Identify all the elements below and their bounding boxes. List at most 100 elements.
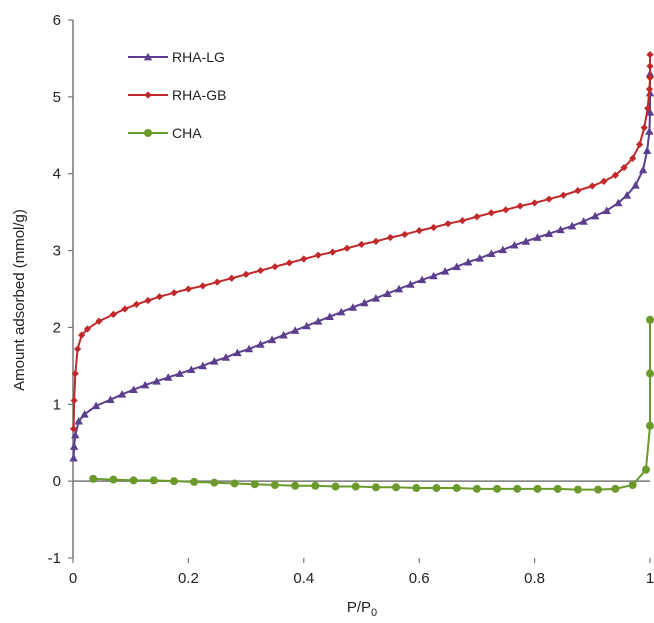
data-point-rha-lg: [129, 385, 138, 394]
data-point-cha: [452, 484, 461, 493]
data-point-rha-gb: [559, 191, 568, 199]
data-point-cha: [392, 483, 401, 492]
data-point-rha-lg: [579, 217, 588, 225]
data-point-rha-gb: [644, 104, 652, 112]
legend-item-rha-lg: RHA-LG: [128, 49, 225, 65]
y-tick-label: -1: [48, 550, 61, 567]
data-point-rha-gb: [502, 206, 510, 214]
data-point-rha-lg: [638, 165, 648, 174]
data-point-rha-gb: [144, 296, 152, 305]
data-point-cha: [513, 484, 522, 493]
data-point-rha-gb: [343, 244, 351, 252]
data-point-cha: [371, 483, 380, 492]
y-tick-label: 6: [53, 12, 61, 29]
series-cha: [89, 315, 654, 494]
data-point-rha-gb: [314, 251, 322, 259]
data-point-rha-lg: [210, 357, 219, 365]
data-point-rha-gb: [132, 300, 141, 308]
data-point-rha-lg: [622, 191, 632, 199]
data-point-rha-lg: [645, 127, 654, 135]
y-tick-label: 1: [53, 396, 61, 413]
data-point-rha-lg: [256, 340, 265, 348]
data-point-rha-gb: [78, 331, 86, 339]
series-layer: [69, 50, 654, 494]
legend-label: CHA: [172, 125, 202, 141]
data-point-rha-lg: [74, 416, 83, 425]
data-point-rha-lg: [371, 294, 381, 302]
data-point-cha: [149, 476, 158, 485]
data-point-rha-lg: [544, 229, 554, 238]
legend-item-cha: CHA: [128, 125, 202, 141]
data-point-cha: [129, 476, 138, 485]
legend-marker: [143, 52, 153, 61]
data-point-cha: [412, 484, 421, 493]
data-point-rha-lg: [221, 353, 231, 361]
data-point-rha-lg: [314, 317, 323, 325]
data-point-rha-lg: [567, 221, 577, 230]
data-point-rha-gb: [271, 263, 279, 271]
data-point-rha-gb: [184, 285, 192, 293]
data-point-rha-gb: [95, 317, 103, 325]
data-point-rha-gb: [487, 209, 495, 217]
data-point-cha: [646, 369, 654, 378]
legend: RHA-LG RHA-GB CHA: [128, 49, 226, 141]
data-point-rha-lg: [360, 298, 369, 307]
data-point-rha-gb: [645, 85, 654, 93]
data-point-cha: [641, 465, 650, 474]
data-point-cha: [109, 475, 118, 484]
series-line-cha: [93, 319, 651, 491]
data-point-rha-lg: [164, 373, 173, 381]
series-rha-lg: [69, 69, 654, 462]
data-point-rha-gb: [640, 124, 648, 132]
axes: [72, 20, 650, 558]
data-point-rha-lg: [106, 395, 115, 404]
data-point-rha-gb: [458, 216, 467, 225]
data-point-rha-gb: [109, 310, 117, 318]
data-point-rha-gb: [531, 199, 539, 207]
data-point-rha-gb: [516, 202, 524, 210]
data-point-rha-lg: [602, 206, 611, 214]
x-ticks: 0 0.2 0.4 0.6 0.8 1: [69, 558, 654, 587]
data-point-rha-lg: [267, 335, 277, 344]
data-point-rha-lg: [337, 307, 346, 316]
data-point-rha-lg: [510, 240, 519, 249]
y-tick-label: 2: [53, 319, 61, 336]
legend-marker: [144, 91, 152, 99]
data-point-rha-lg: [383, 289, 392, 297]
x-tick-label: 1: [646, 570, 654, 587]
data-point-rha-gb: [372, 237, 380, 245]
data-point-cha: [351, 482, 360, 491]
data-point-rha-gb: [74, 345, 82, 353]
data-point-cha: [291, 481, 300, 490]
data-point-cha: [190, 477, 199, 486]
data-point-rha-gb: [285, 259, 293, 267]
data-point-rha-lg: [487, 249, 496, 258]
data-point-rha-lg: [290, 326, 300, 334]
x-axis-label-subscript: 0: [371, 607, 377, 619]
data-point-rha-gb: [357, 240, 366, 249]
data-point-rha-gb: [228, 274, 236, 282]
data-point-cha: [270, 480, 279, 489]
data-point-rha-gb: [213, 278, 221, 286]
data-point-rha-lg: [645, 108, 654, 116]
data-point-rha-lg: [187, 365, 196, 374]
x-axis-label-main: P/P: [347, 599, 371, 616]
legend-label: RHA-GB: [172, 87, 226, 103]
data-point-rha-gb: [473, 213, 481, 221]
x-tick-label: 0.4: [293, 570, 314, 587]
data-point-cha: [169, 477, 178, 486]
data-point-rha-lg: [244, 344, 254, 353]
series-rha-gb: [69, 50, 654, 433]
data-point-rha-lg: [80, 410, 89, 418]
legend-marker: [144, 129, 152, 137]
data-point-rha-gb: [629, 154, 637, 162]
y-tick-label: 4: [53, 166, 61, 183]
data-point-rha-lg: [631, 181, 640, 189]
data-point-rha-gb: [256, 266, 265, 275]
y-tick-label: 3: [53, 243, 61, 260]
data-point-rha-gb: [121, 305, 129, 313]
data-point-rha-lg: [452, 262, 461, 271]
data-point-rha-lg: [302, 321, 311, 330]
data-point-rha-gb: [574, 187, 582, 195]
data-point-rha-gb: [646, 50, 654, 59]
